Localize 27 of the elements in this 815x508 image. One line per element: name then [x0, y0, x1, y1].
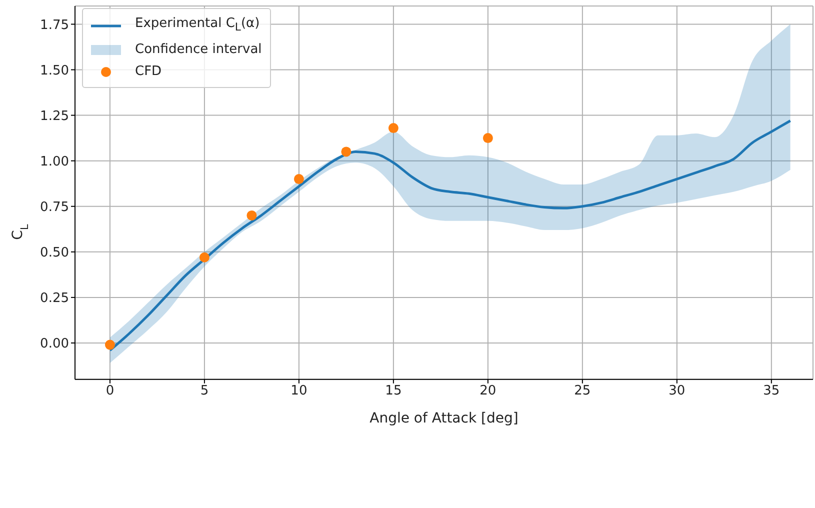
x-tick-label: 15 [385, 384, 402, 399]
y-tick-label: 1.75 [40, 18, 69, 33]
legend-label: Experimental C$_{L}$(α) [135, 15, 260, 36]
x-tick-label: 10 [290, 384, 308, 399]
point [246, 210, 257, 220]
point [388, 123, 398, 134]
annotation: Confidence interval [135, 40, 262, 59]
point [482, 133, 493, 144]
point [341, 146, 352, 157]
x-tick-label: 20 [480, 384, 496, 399]
y-tick-label: 0.25 [40, 291, 69, 306]
y-tick-label: 0.50 [40, 246, 69, 261]
x-axis-title: Angle of Attack [deg] [370, 410, 518, 426]
point [199, 252, 210, 262]
legend-label: CFD [135, 62, 162, 81]
x-tick-label: 0 [106, 384, 114, 399]
y-tick-label: 0.75 [40, 200, 69, 215]
y-tick-label: 1.25 [40, 108, 69, 124]
x-tick-label: 30 [668, 384, 686, 399]
point [294, 174, 304, 184]
y-tick-label: 1.00 [40, 154, 69, 170]
x-tick-label: 25 [574, 384, 591, 399]
x-tick-label: 35 [763, 384, 780, 399]
point [104, 340, 115, 350]
y-tick-label: 1.50 [40, 63, 69, 78]
y-tick-label: 0.00 [40, 336, 69, 352]
x-tick-label: 5 [200, 384, 209, 399]
